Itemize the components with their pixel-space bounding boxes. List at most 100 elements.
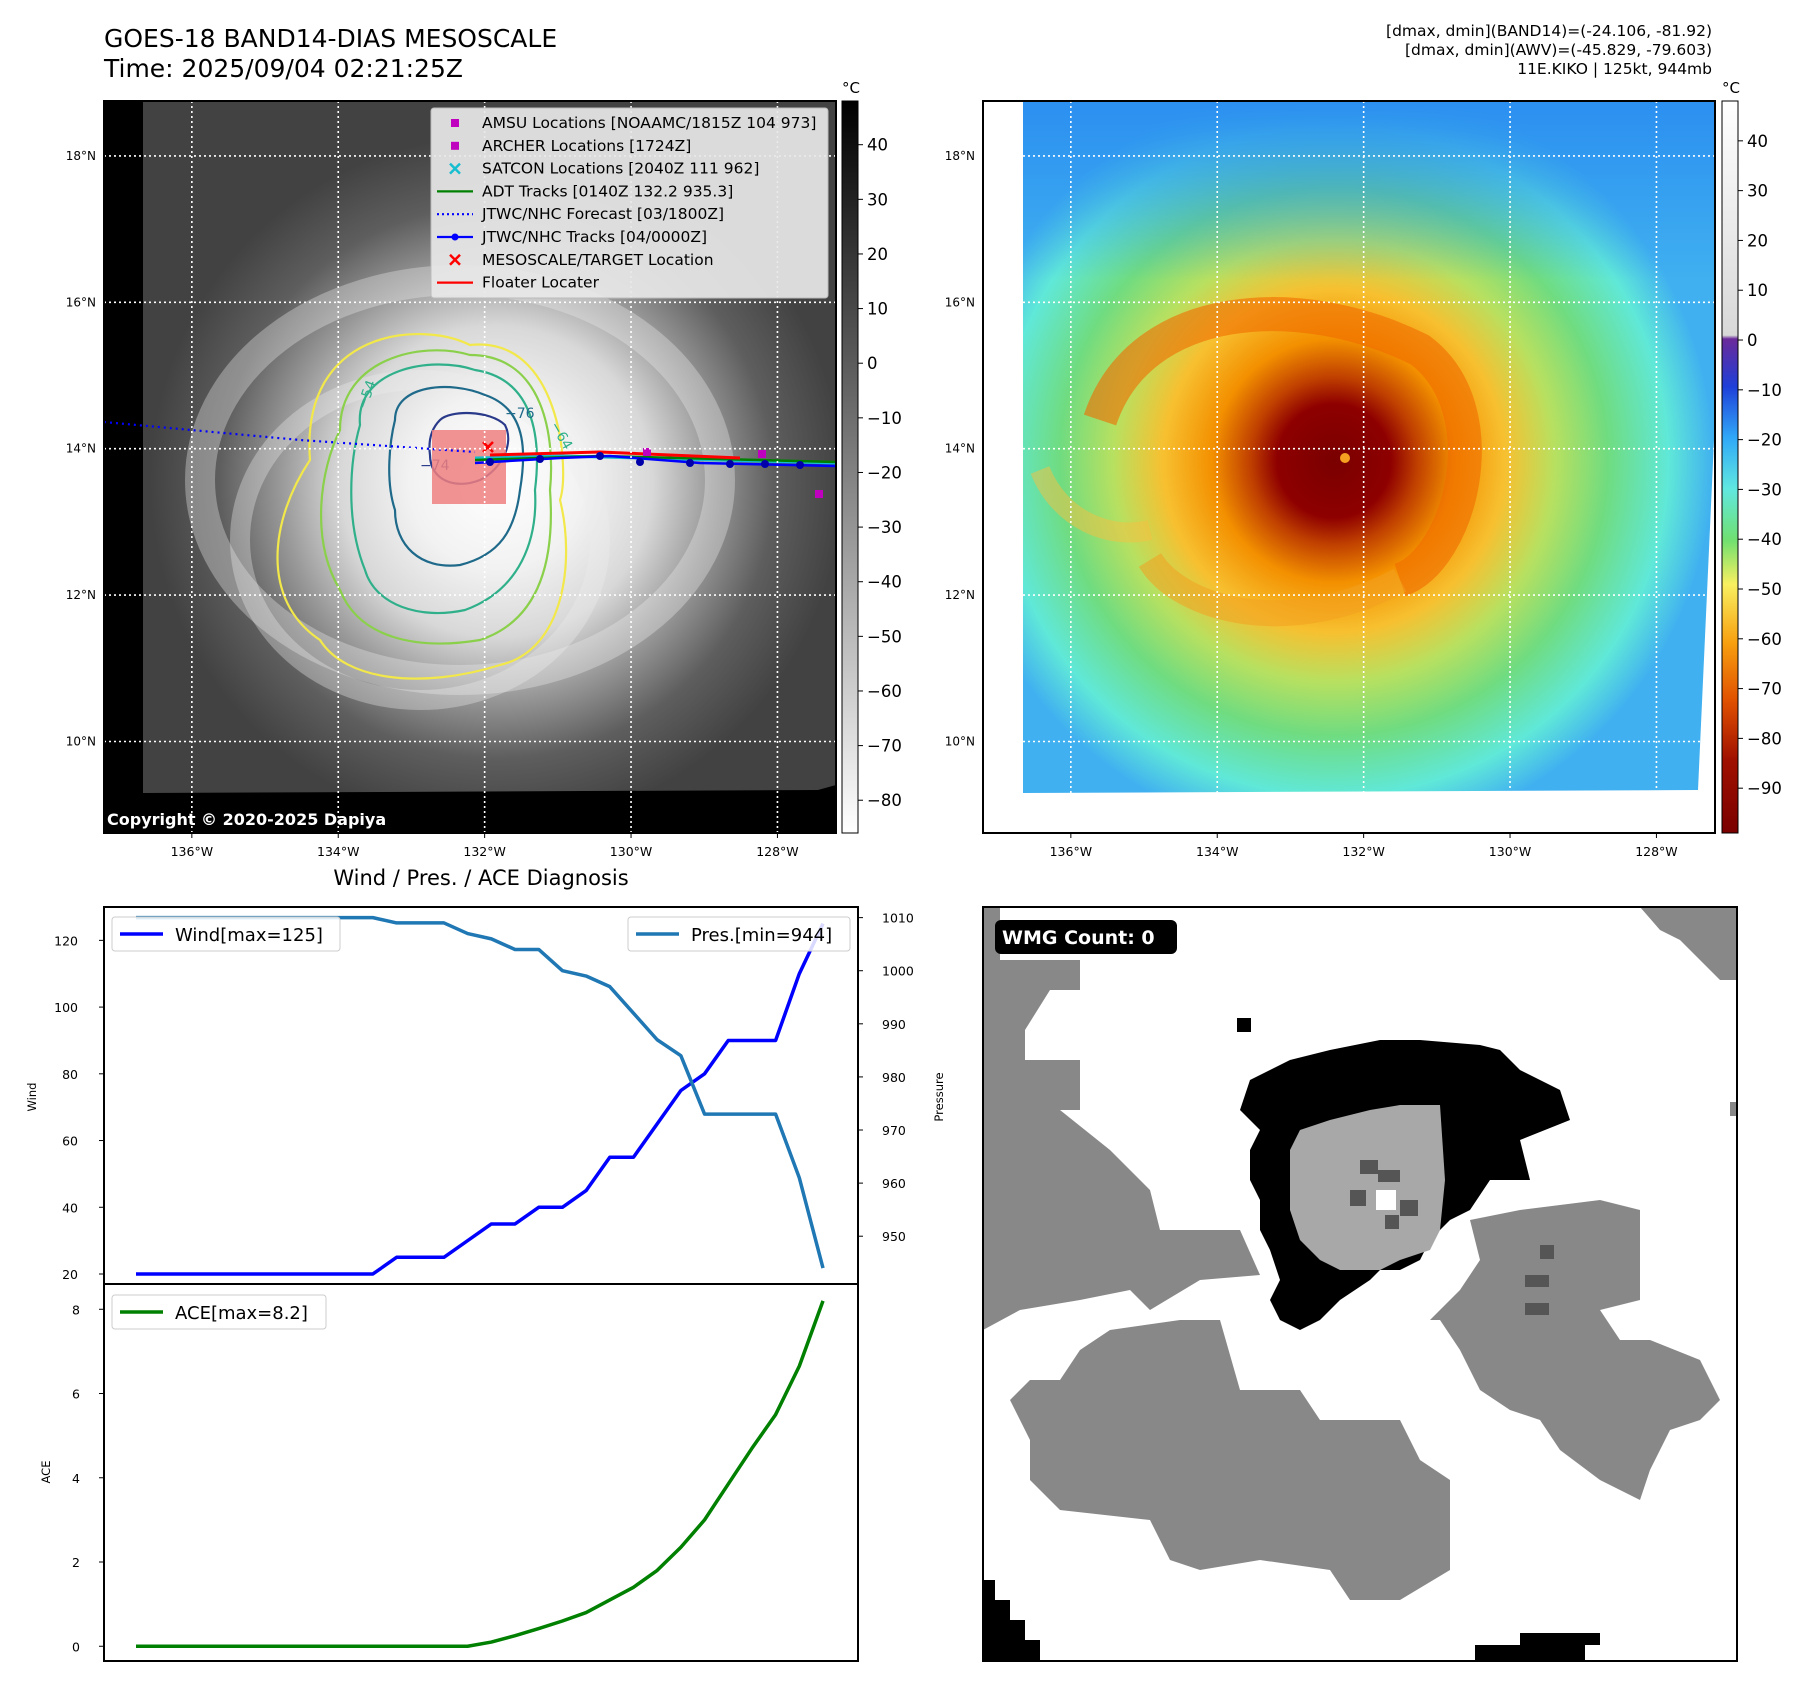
title-line-2: Time: 2025/09/04 02:21:25Z: [104, 54, 463, 83]
ace-tick-label: 8: [72, 1302, 80, 1317]
wind-tick-label: 60: [62, 1134, 78, 1149]
wind-legend-label: Wind[max=125]: [175, 925, 323, 946]
colorbar-tick-label: 10: [1747, 281, 1768, 300]
ace-y-ticks: 0 2 4 6 8: [72, 1302, 104, 1654]
legend-label: SATCON Locations [2040Z 111 962]: [482, 160, 759, 178]
lat-tick-label: 16°N: [945, 295, 975, 309]
ace-tick-label: 2: [72, 1555, 80, 1570]
legend-label: JTWC/NHC Forecast [03/1800Z]: [481, 205, 724, 223]
colorbar-tick-label: −10: [867, 409, 902, 428]
wmg-badge-box: [995, 920, 1177, 954]
pressure-tick-label: 1000: [882, 964, 914, 979]
contour-yellow: [276, 332, 568, 680]
legend-label: MESOSCALE/TARGET Location: [482, 251, 714, 269]
title-line-1: GOES-18 BAND14-DIAS MESOSCALE: [104, 24, 558, 53]
pressure-tick-label: 970: [882, 1123, 906, 1138]
copyright-label: Copyright © 2020-2025 Dapiya: [107, 810, 386, 829]
lon-tick-label: 136°W: [171, 844, 213, 859]
colorbar-tick-label: −30: [867, 518, 902, 537]
wind-tick-label: 20: [62, 1267, 78, 1282]
wind-legend: Wind[max=125]: [111, 916, 341, 952]
lat-tick-label: 10°N: [945, 735, 975, 749]
lon-tick-label: 128°W: [1635, 844, 1677, 859]
ace-axes: [103, 1283, 859, 1662]
colorbar-tick-label: −50: [867, 627, 902, 646]
info-line-1: [dmax, dmin](BAND14)=(-24.106, -81.92): [1386, 22, 1712, 40]
ace-tick-label: 0: [72, 1639, 80, 1654]
legend-label: ARCHER Locations [1724Z]: [482, 137, 691, 155]
legend-label: ADT Tracks [0140Z 132.2 935.3]: [482, 182, 733, 200]
colorbar-tick-label: 40: [1747, 132, 1768, 151]
wind-y-ticks: 20 40 60 80 100 120: [54, 933, 104, 1282]
wmg-frame: [982, 906, 1738, 1662]
legend-marker-x: [449, 253, 461, 266]
colorbar-tick-label: −70: [1747, 680, 1782, 699]
legend-box: [430, 107, 829, 299]
wind-pres-axes: [103, 906, 859, 1285]
target-box: [432, 430, 506, 504]
wind-tick-label: 100: [54, 1000, 78, 1015]
legend-marker-square: [451, 141, 459, 150]
colorbar-tick-label: −50: [1747, 580, 1782, 599]
legend-marker-x: [449, 162, 461, 175]
colorbar-tick-label: −40: [1747, 530, 1782, 549]
contour-teal: [350, 363, 539, 615]
storm-info: [dmax, dmin](BAND14)=(-24.106, -81.92) […: [1386, 22, 1712, 79]
ace-series-line: [136, 1300, 825, 1649]
ir-panel: −54 −64 −76 −74: [66, 79, 902, 859]
contour-label: −76: [505, 406, 535, 422]
contour-blue: [388, 385, 525, 567]
colorbar-tick-label: 30: [867, 190, 888, 209]
ir-frame: [103, 100, 837, 834]
wind-series-line: [136, 922, 825, 1276]
wmg-count-badge: WMG Count: 0: [1002, 927, 1155, 949]
lon-tick-label: 130°W: [1489, 844, 1531, 859]
pressure-tick-label: 950: [882, 1229, 906, 1244]
legend-label: AMSU Locations [NOAAMC/1815Z 104 973]: [482, 114, 816, 132]
ir-tracks: [103, 420, 837, 498]
info-line-2: [dmax, dmin](AWV)=(-45.829, -79.603): [1405, 41, 1712, 59]
contour-green: [320, 349, 553, 645]
forecast-track: [103, 420, 476, 454]
colorbar-tick-label: 0: [1747, 331, 1758, 350]
awv-frame: [982, 100, 1716, 834]
jtwc-track: [474, 454, 837, 468]
ir-lat-labels: 18°N 16°N 14°N 12°N 10°N: [66, 149, 96, 749]
pressure-tick-label: 980: [882, 1070, 906, 1085]
lat-tick-label: 18°N: [66, 149, 96, 163]
colorbar-tick-label: −70: [867, 737, 902, 756]
awv-eye: [1340, 453, 1350, 463]
awv-lon-labels: 136°W 134°W 132°W 130°W 128°W: [1050, 833, 1678, 859]
figure-title: GOES-18 BAND14-DIAS MESOSCALE Time: 2025…: [104, 24, 557, 84]
awv-gridlines: [983, 101, 1715, 833]
colorbar-tick-label: −20: [867, 463, 902, 482]
lat-tick-label: 12°N: [66, 588, 96, 602]
info-line-3: 11E.KIKO | 125kt, 944mb: [1517, 60, 1712, 78]
awv-dry-air: [1023, 101, 1714, 280]
pressure-legend: Pres.[min=944]: [627, 916, 851, 952]
wmg-blocks: [983, 907, 1737, 1661]
jtwc-track-points: [486, 452, 804, 469]
awv-spiral-bands: [1030, 297, 1482, 627]
ace-legend: ACE[max=8.2]: [111, 1294, 327, 1330]
colorbar-tick-label: −20: [1747, 431, 1782, 450]
awv-lat-labels: 18°N 16°N 14°N 12°N 10°N: [945, 149, 975, 749]
diagnosis-panel: Wind / Pres. / ACE Diagnosis 20406080100…: [25, 866, 946, 1662]
colorbar-tick-label: −30: [1747, 480, 1782, 499]
lon-tick-label: 134°W: [317, 844, 359, 859]
pressure-tick-label: 1010: [882, 911, 914, 926]
colorbar-tick-label: −60: [867, 682, 902, 701]
pressure-tick-label: 990: [882, 1017, 906, 1032]
amsu-markers: [643, 448, 823, 498]
wmg-panel: WMG Count: 0: [982, 906, 1738, 1662]
lat-tick-label: 14°N: [945, 442, 975, 456]
legend-marker-square: [451, 119, 459, 127]
lon-tick-label: 132°W: [463, 844, 505, 859]
colorbar-tick-label: −60: [1747, 630, 1782, 649]
pressure-y-ticks: 950 960 970 980 990 1000 1010: [858, 911, 914, 1244]
lon-tick-label: 132°W: [1342, 844, 1384, 859]
awv-colorbar: [1721, 100, 1739, 834]
lat-tick-label: 12°N: [945, 588, 975, 602]
colorbar-tick-label: 20: [1747, 231, 1768, 250]
